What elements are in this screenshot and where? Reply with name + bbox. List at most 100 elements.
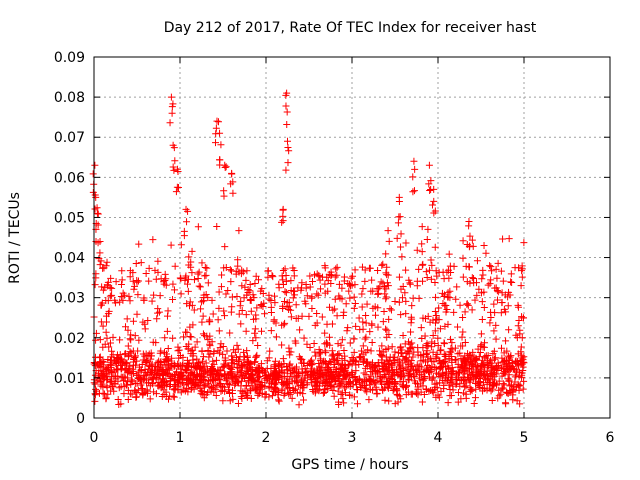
data-point (89, 188, 97, 196)
data-point (184, 374, 192, 382)
data-point (375, 285, 383, 293)
data-point (486, 319, 494, 327)
data-point (420, 373, 428, 381)
data-point (453, 283, 461, 291)
data-point (163, 327, 171, 335)
data-point (142, 350, 150, 358)
data-point (480, 241, 488, 249)
data-point (366, 328, 374, 336)
data-point (243, 347, 251, 355)
data-point (208, 338, 216, 346)
data-point (115, 354, 123, 362)
data-point (473, 291, 481, 299)
data-point (374, 323, 382, 331)
data-point (479, 343, 487, 351)
data-point (121, 350, 129, 358)
data-point (397, 311, 405, 319)
data-point (183, 218, 191, 226)
data-point (395, 273, 403, 281)
data-point (382, 293, 390, 301)
x-tick-label: 2 (262, 430, 271, 446)
data-point (275, 397, 283, 405)
data-point (195, 359, 203, 367)
data-point (200, 394, 208, 402)
data-point (183, 366, 191, 374)
data-point (317, 348, 325, 356)
data-point (483, 372, 491, 380)
data-point (106, 292, 114, 300)
data-point (332, 265, 340, 273)
data-point (410, 157, 418, 165)
data-point (436, 379, 444, 387)
data-point (117, 373, 125, 381)
data-point (208, 384, 216, 392)
data-point (285, 383, 293, 391)
data-point (418, 223, 426, 231)
data-point (114, 355, 122, 363)
data-point (424, 312, 432, 320)
data-point (279, 302, 287, 310)
data-point (258, 285, 266, 293)
data-point (323, 339, 331, 347)
data-point (114, 395, 122, 403)
data-point (484, 281, 492, 289)
data-point (372, 311, 380, 319)
data-point (94, 210, 102, 218)
data-point (251, 329, 259, 337)
data-point (212, 139, 220, 147)
data-point (361, 277, 369, 285)
data-point (253, 377, 261, 385)
data-point (317, 285, 325, 293)
data-point (279, 217, 287, 225)
data-point (359, 318, 367, 326)
data-point (262, 390, 270, 398)
data-point (228, 303, 236, 311)
data-point (357, 383, 365, 391)
data-point (352, 367, 360, 375)
data-point (503, 388, 511, 396)
data-point (222, 290, 230, 298)
data-point (103, 334, 111, 342)
data-point (112, 278, 120, 286)
data-point (162, 356, 170, 364)
data-point (272, 333, 280, 341)
data-point (396, 357, 404, 365)
data-point (222, 163, 230, 171)
data-point (417, 357, 425, 365)
data-point (194, 275, 202, 283)
data-point (180, 333, 188, 341)
data-point (162, 365, 170, 373)
data-point (435, 370, 443, 378)
data-point (190, 276, 198, 284)
data-point (382, 250, 390, 258)
data-point (239, 268, 247, 276)
data-point (329, 370, 337, 378)
data-point (381, 396, 389, 404)
data-point (319, 359, 327, 367)
data-point (518, 352, 526, 360)
data-point (229, 189, 237, 197)
data-point (161, 334, 169, 342)
data-point (409, 188, 417, 196)
data-point (487, 364, 495, 372)
data-point (107, 367, 115, 375)
data-point (323, 273, 331, 281)
data-point (340, 273, 348, 281)
data-point (251, 325, 259, 333)
data-point (497, 344, 505, 352)
data-point (292, 301, 300, 309)
data-point (361, 335, 369, 343)
data-point (129, 358, 137, 366)
data-point (405, 347, 413, 355)
data-point (321, 347, 329, 355)
data-point (242, 391, 250, 399)
data-point (169, 163, 177, 171)
data-point (258, 327, 266, 335)
data-point (134, 277, 142, 285)
data-point (338, 284, 346, 292)
data-point (276, 368, 284, 376)
data-point (507, 270, 515, 278)
data-point (267, 327, 275, 335)
data-point (200, 353, 208, 361)
